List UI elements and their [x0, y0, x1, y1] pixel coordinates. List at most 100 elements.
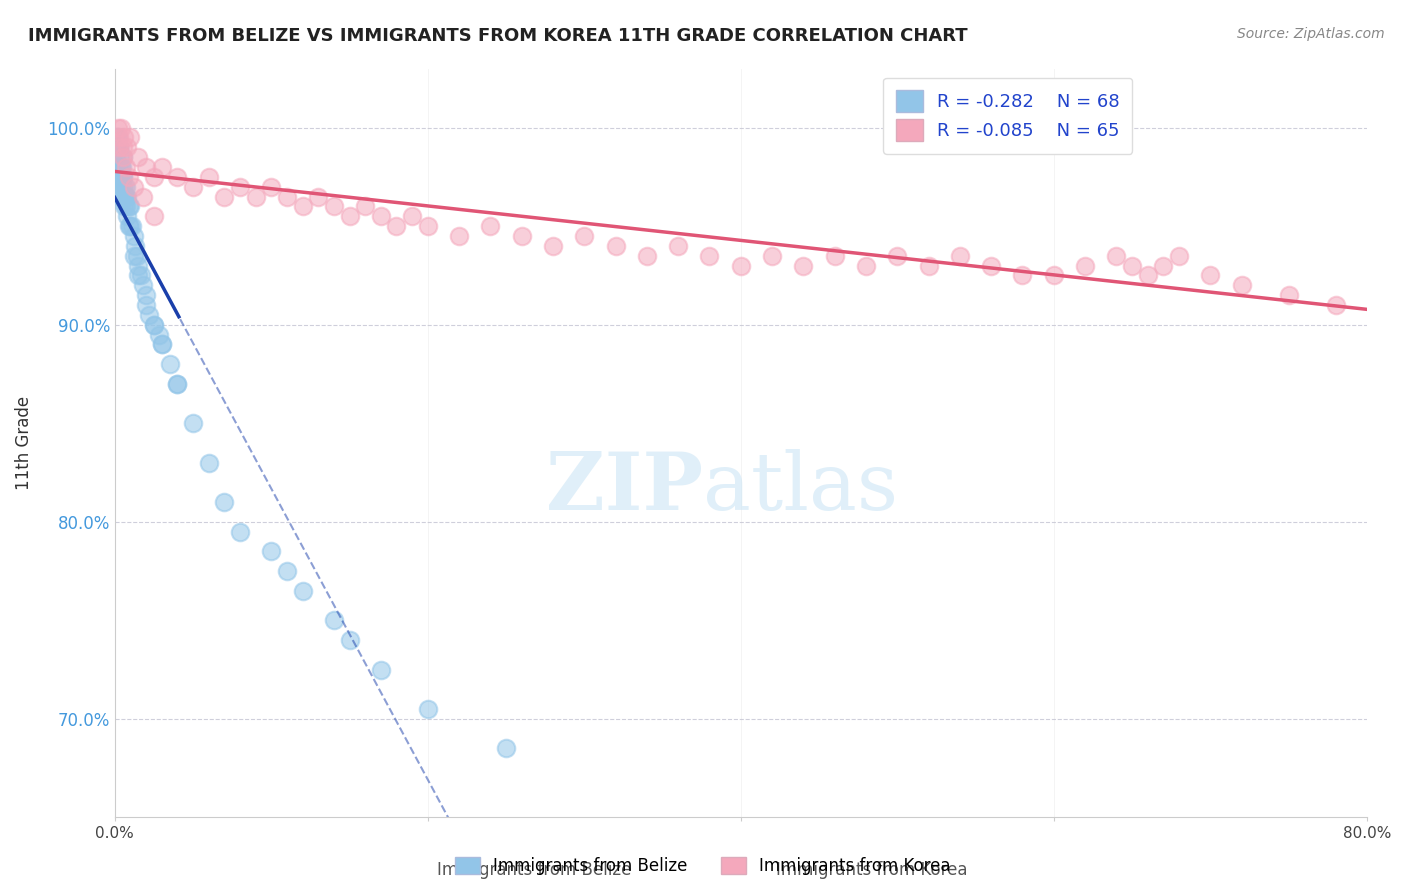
Point: [370, 209, 392, 223]
Point: [132, 278, 155, 293]
Point: [1121, 259, 1143, 273]
Point: [385, 219, 408, 234]
Point: [416, 702, 439, 716]
Text: Immigrants from Korea: Immigrants from Korea: [776, 861, 967, 879]
Point: [111, 160, 134, 174]
Point: [181, 179, 204, 194]
Point: [107, 169, 129, 184]
Point: [114, 189, 136, 203]
Point: [135, 298, 157, 312]
Point: [666, 239, 689, 253]
Point: [122, 249, 145, 263]
Point: [110, 160, 132, 174]
Point: [112, 189, 135, 203]
Point: [181, 416, 204, 430]
Point: [1011, 268, 1033, 283]
Y-axis label: 11th Grade: 11th Grade: [15, 396, 32, 490]
Point: [322, 199, 344, 213]
Point: [118, 199, 141, 213]
Text: IMMIGRANTS FROM BELIZE VS IMMIGRANTS FROM KOREA 11TH GRADE CORRELATION CHART: IMMIGRANTS FROM BELIZE VS IMMIGRANTS FRO…: [28, 27, 967, 45]
Point: [125, 249, 148, 263]
Point: [541, 239, 564, 253]
Point: [107, 179, 129, 194]
Point: [108, 140, 131, 154]
Point: [339, 209, 361, 223]
Point: [401, 209, 423, 223]
Point: [214, 495, 236, 509]
Point: [917, 259, 939, 273]
Point: [416, 219, 439, 234]
Point: [105, 160, 128, 174]
Text: Source: ZipAtlas.com: Source: ZipAtlas.com: [1237, 27, 1385, 41]
Legend: R = -0.282    N = 68, R = -0.085    N = 65: R = -0.282 N = 68, R = -0.085 N = 65: [883, 78, 1132, 154]
Point: [260, 544, 283, 558]
Point: [166, 376, 188, 391]
Point: [980, 259, 1002, 273]
Point: [761, 249, 783, 263]
Point: [142, 318, 165, 332]
Point: [114, 179, 136, 194]
Point: [1152, 259, 1174, 273]
Point: [124, 239, 146, 253]
Point: [115, 189, 138, 203]
Point: [111, 150, 134, 164]
Point: [792, 259, 814, 273]
Point: [339, 632, 361, 647]
Point: [949, 249, 972, 263]
Point: [479, 219, 502, 234]
Point: [111, 189, 134, 203]
Point: [111, 150, 134, 164]
Point: [699, 249, 721, 263]
Point: [229, 179, 252, 194]
Point: [114, 160, 136, 174]
Point: [291, 583, 314, 598]
Point: [276, 189, 298, 203]
Point: [322, 613, 344, 627]
Point: [150, 337, 173, 351]
Point: [118, 219, 141, 234]
Point: [120, 219, 142, 234]
Point: [1136, 268, 1159, 283]
Point: [166, 169, 188, 184]
Point: [142, 169, 165, 184]
Point: [117, 140, 139, 154]
Point: [110, 169, 132, 184]
Point: [105, 150, 128, 164]
Point: [121, 219, 143, 234]
Point: [112, 130, 135, 145]
Point: [166, 376, 188, 391]
Point: [120, 130, 142, 145]
Point: [245, 189, 267, 203]
Point: [108, 130, 131, 145]
Point: [110, 189, 132, 203]
Point: [108, 179, 131, 194]
Point: [108, 160, 131, 174]
Point: [260, 179, 283, 194]
Point: [105, 140, 128, 154]
Point: [111, 179, 134, 194]
Point: [111, 140, 134, 154]
Point: [117, 189, 139, 203]
Point: [1168, 249, 1191, 263]
Point: [127, 268, 149, 283]
Point: [110, 120, 132, 135]
Point: [1324, 298, 1347, 312]
Point: [291, 199, 314, 213]
Point: [107, 140, 129, 154]
Point: [105, 130, 128, 145]
Point: [824, 249, 846, 263]
Point: [107, 160, 129, 174]
Point: [135, 160, 157, 174]
Text: atlas: atlas: [703, 449, 898, 527]
Point: [354, 199, 377, 213]
Point: [150, 337, 173, 351]
Point: [855, 259, 877, 273]
Point: [307, 189, 329, 203]
Point: [132, 189, 155, 203]
Point: [112, 179, 135, 194]
Point: [120, 199, 142, 213]
Point: [112, 199, 135, 213]
Point: [1105, 249, 1128, 263]
Point: [276, 564, 298, 578]
Point: [127, 259, 149, 273]
